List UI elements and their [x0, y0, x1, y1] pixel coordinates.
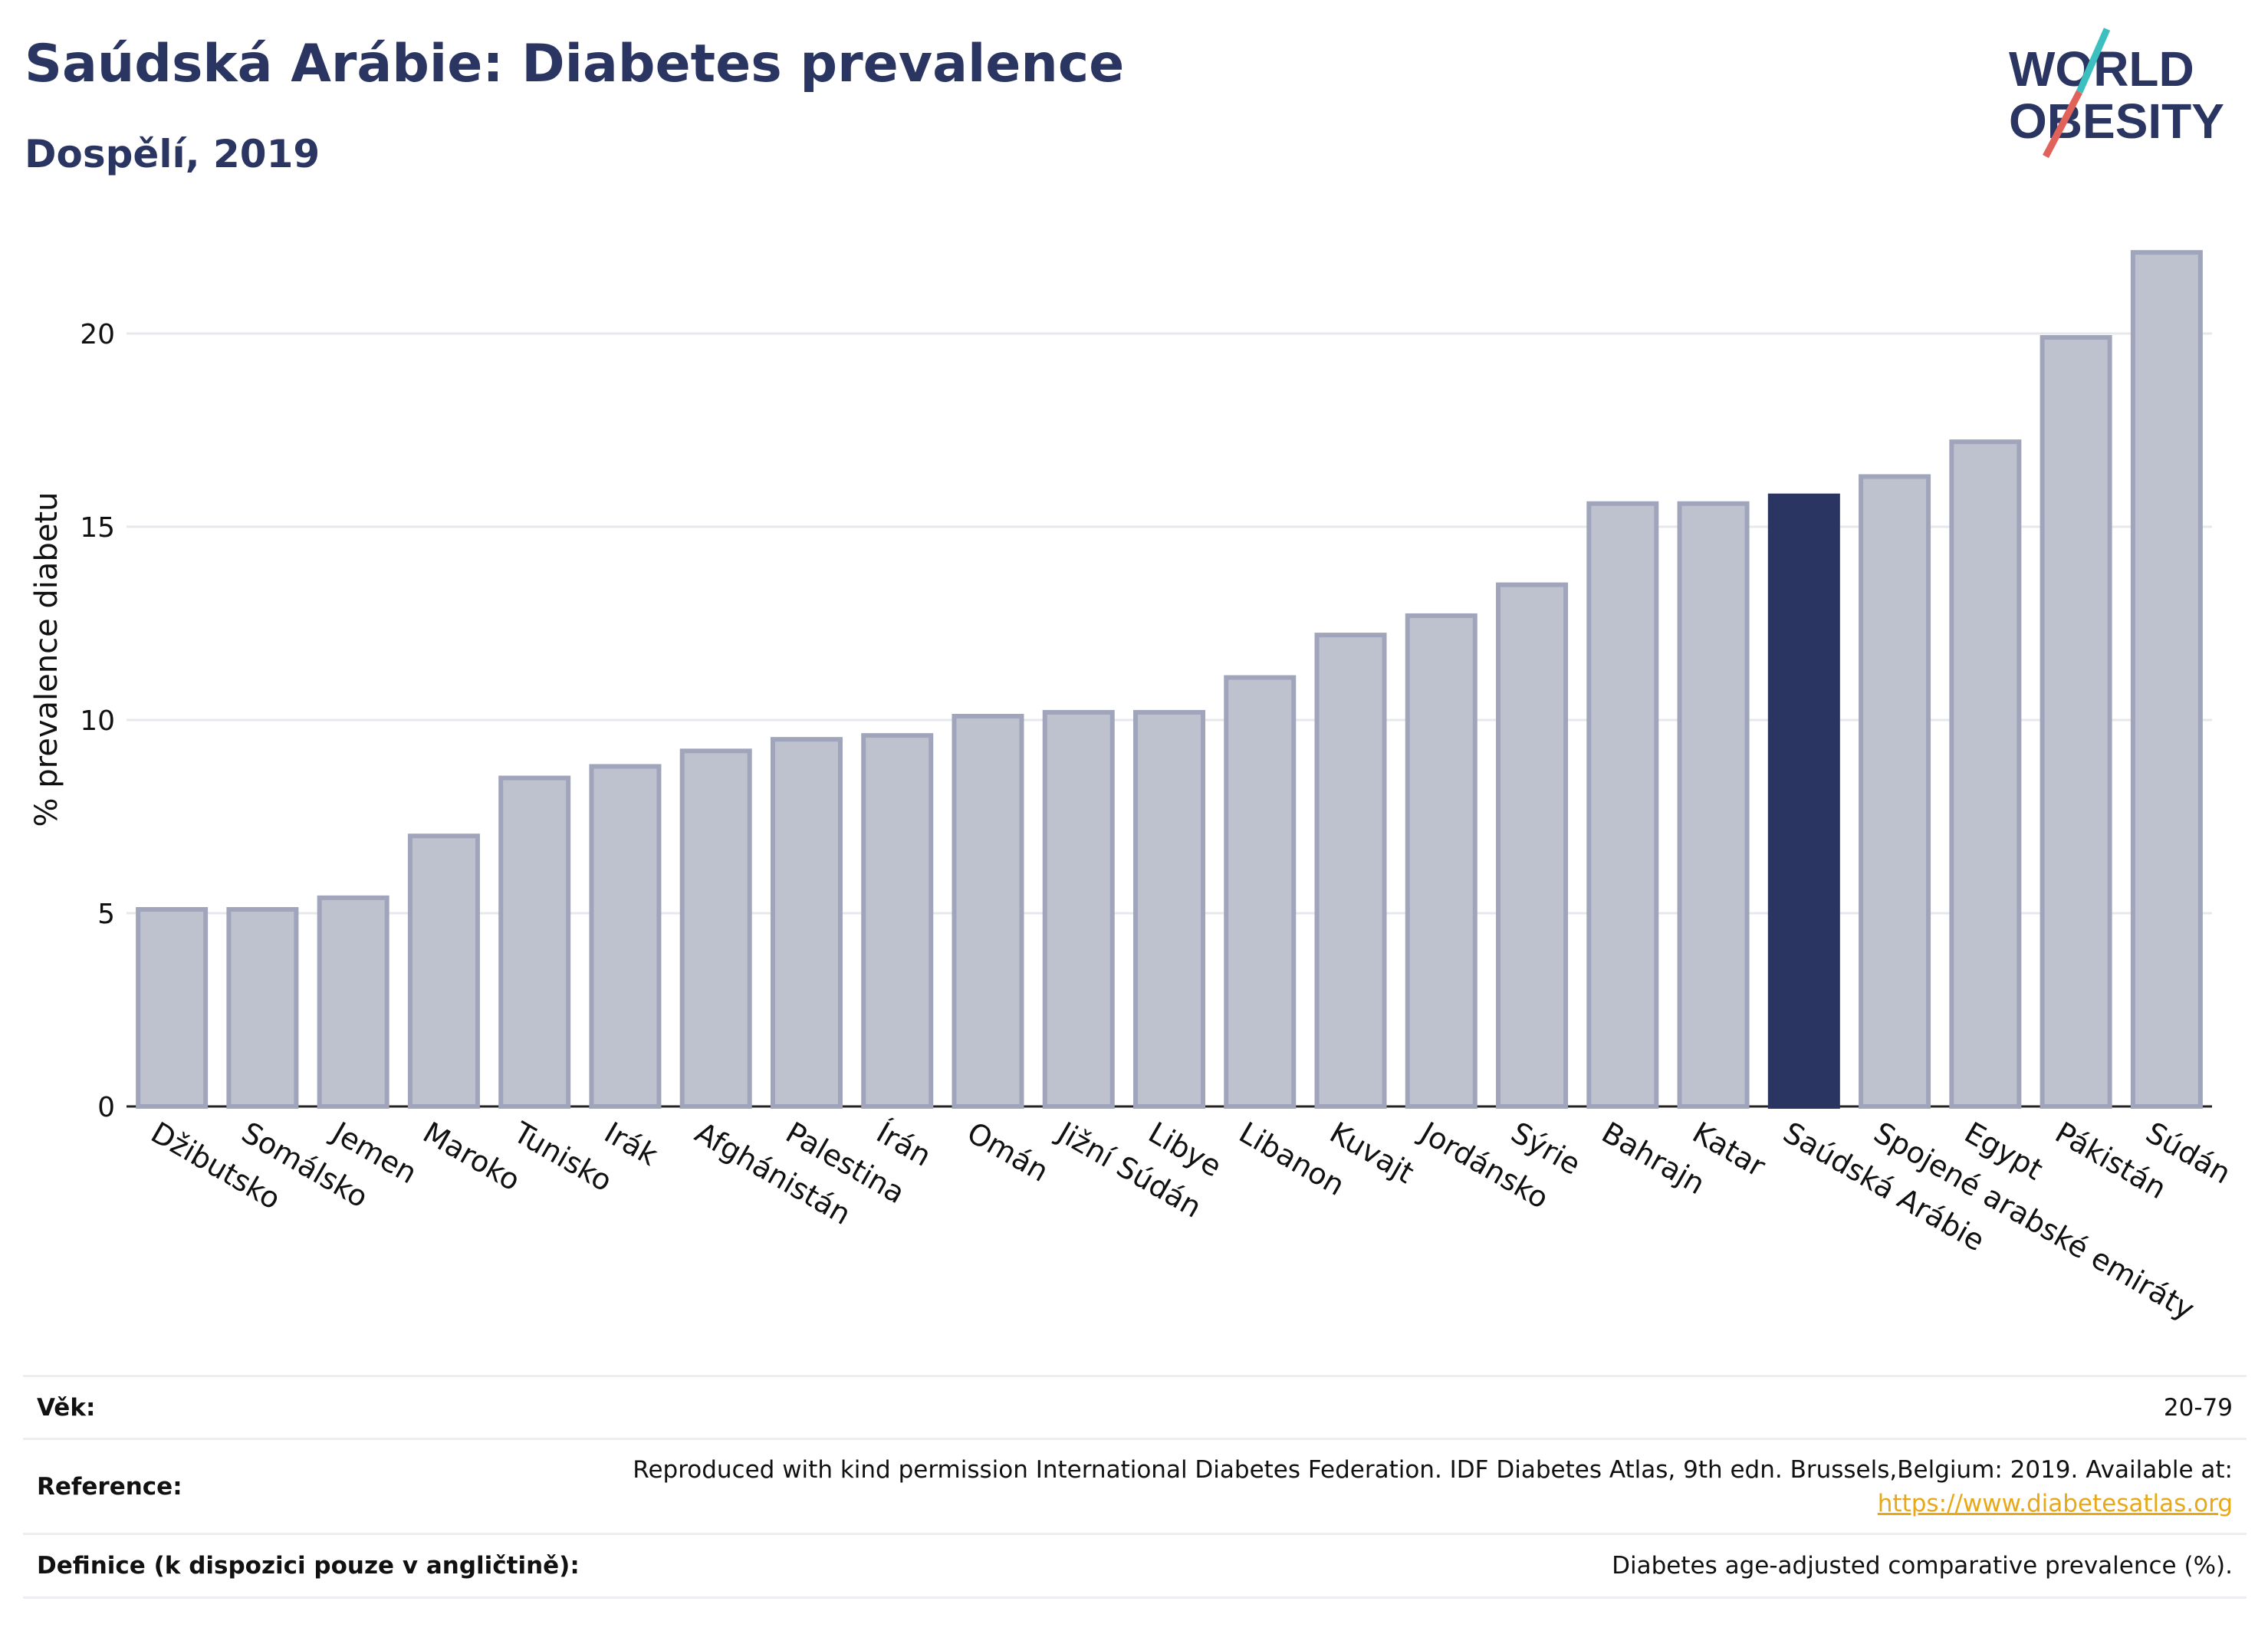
- y-tick-label: 5: [97, 899, 115, 930]
- bar: [770, 737, 843, 1109]
- reference-link[interactable]: https://www.diabetesatlas.org: [1877, 1489, 2233, 1517]
- bar: [2130, 250, 2203, 1109]
- x-tick-label: Bahrajn: [1596, 1116, 1711, 1202]
- x-tick-label: Maroko: [417, 1116, 526, 1198]
- bar: [1586, 501, 1659, 1109]
- bar: [136, 906, 209, 1109]
- bar: [1133, 709, 1205, 1109]
- bar: [1314, 633, 1387, 1109]
- bar: [952, 713, 1024, 1110]
- logo-line2: OBESITY: [2009, 94, 2224, 149]
- bar: [1496, 582, 1569, 1109]
- info-row-definition: Definice (k dispozici pouze v angličtině…: [23, 1533, 2247, 1599]
- bar-highlighted: [1767, 493, 1840, 1109]
- logo-line1: WORLD: [2009, 41, 2194, 97]
- y-tick-label: 0: [97, 1092, 115, 1123]
- logo-slash-red: [2043, 90, 2082, 159]
- x-tick-label: Omán: [961, 1116, 1054, 1189]
- age-label: Věk:: [37, 1393, 96, 1422]
- logo-slash-teal: [2076, 28, 2111, 94]
- info-row-age: Věk: 20-79: [23, 1375, 2247, 1438]
- bar: [1224, 675, 1297, 1109]
- definition-value: Diabetes age-adjusted comparative preval…: [1612, 1552, 2233, 1580]
- y-tick-label: 15: [80, 512, 115, 544]
- y-tick-labels: 0 5 10 15 20: [80, 319, 115, 1123]
- bar: [589, 764, 662, 1109]
- bar: [317, 895, 390, 1109]
- x-tick-label: Tunisko: [508, 1115, 618, 1198]
- bar: [498, 775, 571, 1109]
- info-table: Věk: 20-79 Reference: Reproduced with ki…: [23, 1375, 2247, 1599]
- y-axis-label: % prevalence diabetu: [29, 492, 64, 827]
- y-tick-label: 20: [80, 319, 115, 350]
- age-value: 20-79: [2163, 1393, 2233, 1422]
- bars: [136, 250, 2203, 1110]
- bar: [407, 833, 480, 1109]
- bar: [1859, 474, 1931, 1109]
- reference-value: Reproduced with kind permission Internat…: [633, 1453, 2233, 1521]
- chart-subtitle: Dospělí, 2019: [25, 132, 320, 176]
- bar: [2040, 335, 2112, 1110]
- world-obesity-logo: WORLD OBESITY: [2009, 28, 2224, 159]
- bar: [226, 906, 299, 1109]
- bar: [861, 733, 934, 1109]
- bar: [1042, 709, 1115, 1109]
- bar: [679, 748, 752, 1109]
- bar: [1405, 613, 1477, 1109]
- reference-label: Reference:: [37, 1472, 182, 1501]
- reference-text: Reproduced with kind permission Internat…: [633, 1455, 2233, 1484]
- bar: [1949, 439, 2022, 1109]
- y-tick-label: 10: [80, 705, 115, 737]
- definition-label: Definice (k dispozici pouze v angličtině…: [37, 1552, 580, 1580]
- bar: [1677, 501, 1750, 1109]
- chart-title: Saúdská Arábie: Diabetes prevalence: [25, 34, 1125, 94]
- info-row-reference: Reference: Reproduced with kind permissi…: [23, 1438, 2247, 1533]
